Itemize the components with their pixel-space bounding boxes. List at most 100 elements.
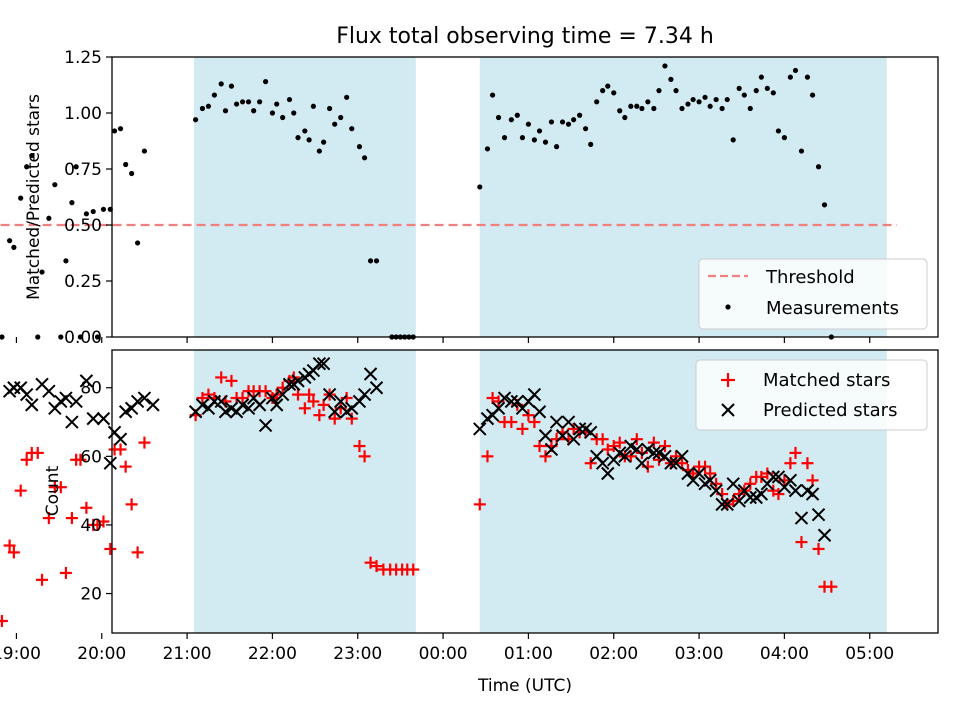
measurement-point	[685, 101, 691, 107]
matched-star-point	[313, 409, 326, 422]
predicted-star-point	[549, 415, 564, 429]
predicted-star-point	[527, 387, 542, 402]
measurement-point	[696, 99, 702, 105]
measurement-point	[367, 258, 374, 264]
y-tick-label: 1.25	[64, 48, 102, 68]
measurement-point	[501, 135, 508, 141]
predicted-star-point	[566, 432, 581, 446]
predicted-star-point	[282, 377, 297, 392]
measurement-point	[758, 74, 764, 80]
measurement-point	[205, 103, 212, 109]
y-tick-label: 0.50	[64, 216, 102, 236]
count-legend: Matched stars Predicted stars	[695, 359, 928, 431]
predicted-star-point	[618, 449, 632, 464]
predicted-star-point	[7, 381, 21, 395]
predicted-star-point	[252, 398, 267, 412]
matched-star-point	[20, 453, 33, 466]
measurement-point	[83, 211, 90, 217]
predicted-star-point	[19, 387, 34, 402]
measurement-point	[548, 119, 555, 125]
matched-star-point	[59, 566, 72, 579]
measurement-point	[228, 83, 235, 89]
measurement-point	[792, 67, 799, 74]
matched-star-point	[3, 539, 16, 552]
matched-star-point	[635, 446, 648, 459]
matched-star-point	[533, 440, 546, 453]
predicted-star-point	[69, 394, 83, 409]
measurement-point	[52, 182, 58, 188]
x-tick-label: 01:00	[504, 644, 553, 664]
matched-star-point	[795, 536, 808, 549]
matched-star-point	[641, 460, 654, 473]
matched-star-point	[36, 573, 49, 586]
predicted-star-point	[732, 494, 746, 508]
matched-star-point	[292, 388, 305, 401]
legend-measurement-swatch	[725, 304, 731, 310]
measurement-point	[239, 99, 246, 105]
x-tick-label: 21:00	[163, 644, 212, 664]
predicted-star-point	[675, 449, 689, 464]
measurement-point	[639, 105, 645, 112]
matched-star-point	[114, 443, 127, 456]
predicted-star-point	[811, 507, 826, 522]
measurement-point	[809, 92, 816, 98]
measurement-point	[542, 139, 549, 145]
measurement-point	[0, 334, 5, 340]
measurement-point	[559, 119, 566, 125]
predicted-star-point	[703, 473, 717, 488]
measurement-points	[0, 63, 834, 340]
predicted-star-point	[709, 483, 723, 498]
measurement-point	[484, 146, 491, 152]
x-tick-label: 02:00	[589, 644, 638, 664]
matched-star-point	[658, 440, 671, 453]
matched-star-point	[236, 392, 249, 405]
measurement-point	[600, 88, 606, 94]
measurement-point	[77, 334, 84, 340]
measurement-point	[821, 202, 828, 208]
measurement-point	[257, 99, 263, 105]
predicted-star-point	[269, 398, 284, 412]
measurement-point	[724, 96, 730, 103]
predicted-star-point	[369, 381, 384, 395]
legend-matched-label: Matched stars	[763, 370, 890, 391]
predicted-star-point	[595, 456, 610, 470]
measurement-point	[58, 334, 64, 340]
y-tick-label: 0.00	[64, 328, 102, 348]
matched-star-point	[104, 542, 117, 555]
measurement-point	[316, 148, 322, 154]
matched-star-point	[215, 371, 228, 384]
matched-star-point	[778, 474, 791, 487]
predicted-star-point	[647, 446, 661, 460]
matched-star-point	[744, 477, 757, 490]
predicted-star-point	[794, 511, 809, 525]
measurement-point	[519, 135, 526, 141]
matched-star-point	[652, 453, 665, 466]
matched-star-point	[303, 388, 316, 401]
matched-star-point	[772, 488, 785, 501]
count-x-ticks: 19:00 20:00 21:00 22:00 23:00 00:00 01:00 02:00…	[0, 633, 894, 664]
matched-star-point	[812, 542, 825, 555]
measurement-point	[514, 112, 520, 118]
predicted-star-point	[561, 415, 576, 429]
measurement-point	[117, 126, 124, 132]
measurement-point	[310, 103, 316, 109]
matched-star-point	[481, 450, 494, 463]
predicted-star-point	[328, 405, 342, 419]
measurement-point	[673, 88, 679, 94]
matched-star-point	[407, 563, 420, 576]
measurement-point	[295, 135, 301, 141]
predicted-star-point	[241, 401, 256, 416]
measurement-point	[736, 85, 742, 91]
measurement-point	[764, 85, 770, 91]
measurement-point	[100, 206, 107, 212]
measurement-point	[73, 164, 79, 170]
measurement-point	[719, 105, 725, 112]
ratio-y-label: Matched/Predicted stars	[24, 94, 44, 300]
measurement-point	[775, 128, 782, 134]
matched-star-point	[353, 440, 366, 453]
matched-star-point	[14, 484, 27, 497]
matched-star-point	[334, 402, 347, 415]
measurement-point	[770, 90, 776, 96]
legend-measurement-label: Measurements	[766, 298, 899, 319]
chart-title: Flux total observing time = 7.34 h	[336, 24, 714, 49]
